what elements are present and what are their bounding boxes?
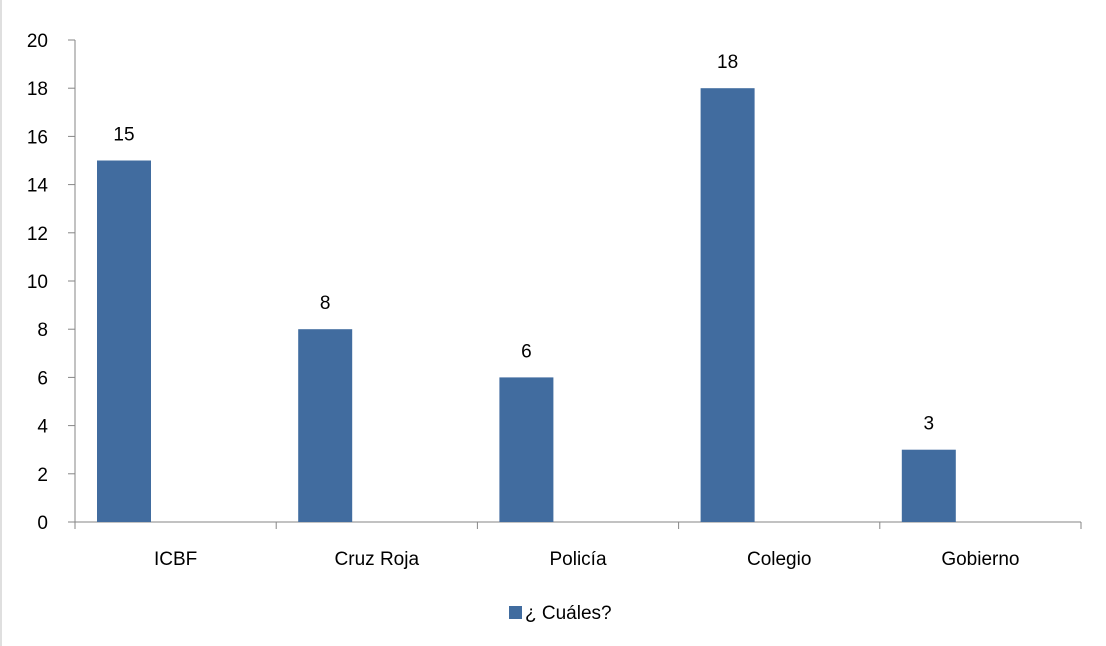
bar <box>298 329 353 522</box>
x-tick-label: Cruz Roja <box>335 549 420 570</box>
y-tick-label: 16 <box>27 127 48 148</box>
x-tick-label: Policía <box>549 549 606 570</box>
y-tick-label: 4 <box>37 417 48 438</box>
y-tick-label: 20 <box>27 31 48 52</box>
legend: ¿ Cuáles? <box>509 603 612 624</box>
data-label: 18 <box>717 52 738 73</box>
data-label: 6 <box>521 341 532 362</box>
bar <box>97 160 151 522</box>
bar <box>499 377 554 522</box>
y-tick-label: 10 <box>27 272 48 293</box>
data-label: 8 <box>320 293 331 314</box>
x-axis: ICBF Cruz Roja Policía Colegio Gobierno <box>74 521 1082 570</box>
bars <box>97 88 956 522</box>
y-tick-label: 18 <box>27 79 48 100</box>
y-tick-label: 6 <box>37 368 48 389</box>
data-labels: 15 8 6 18 3 <box>113 52 934 435</box>
y-tick-label: 8 <box>37 320 48 341</box>
legend-label: ¿ Cuáles? <box>525 603 612 624</box>
y-tick-label: 12 <box>27 224 48 245</box>
x-tick-label: Gobierno <box>941 549 1019 570</box>
data-label: 15 <box>113 125 134 146</box>
x-tick-label: ICBF <box>154 549 197 570</box>
y-tick-label: 14 <box>27 176 49 197</box>
y-tick-label: 0 <box>37 513 48 534</box>
y-tick-label: 2 <box>37 465 48 486</box>
bar <box>700 88 755 522</box>
data-label: 3 <box>924 414 935 435</box>
x-tick-label: Colegio <box>747 549 811 570</box>
y-axis: 0 2 4 6 8 10 12 14 16 18 20 <box>27 31 76 534</box>
legend-swatch <box>509 606 522 619</box>
bar <box>901 449 956 522</box>
